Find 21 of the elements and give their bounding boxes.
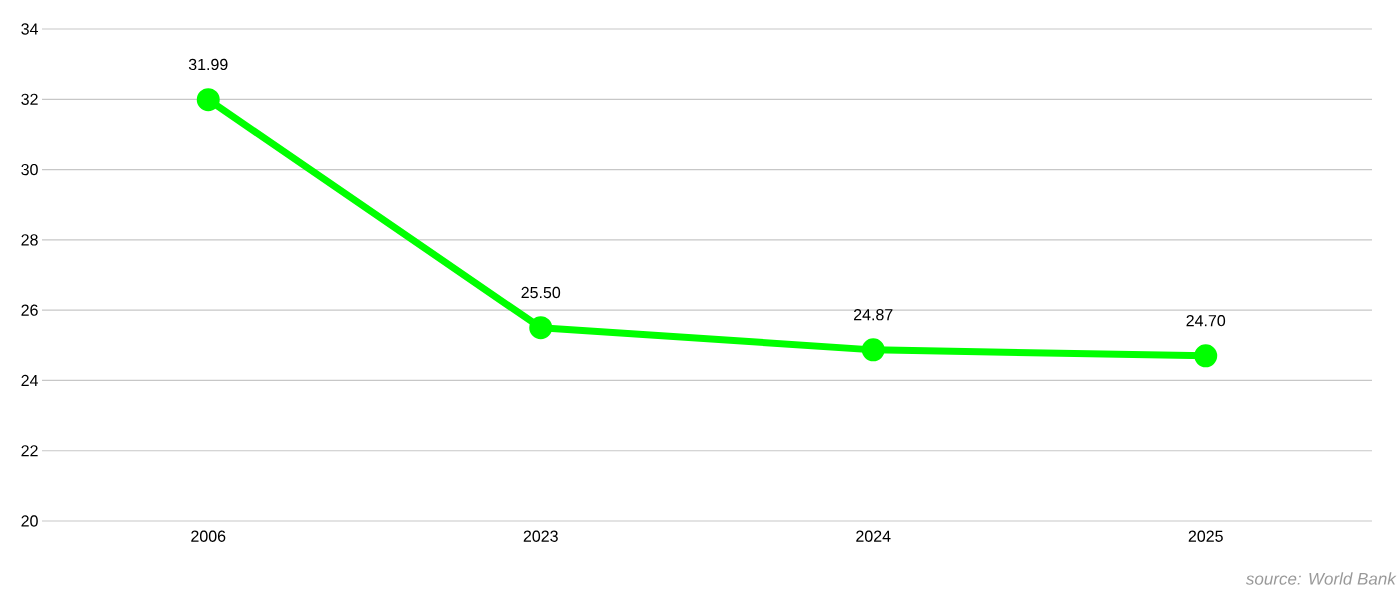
- y-tick-label: 28: [21, 234, 38, 246]
- data-label: 24.87: [854, 309, 893, 321]
- point: [1194, 344, 1218, 368]
- y-tick-label: 24: [21, 374, 38, 387]
- point: [861, 338, 885, 362]
- x-tick-label: 2006: [191, 530, 226, 542]
- point: [196, 88, 220, 112]
- data-label: 31.99: [188, 58, 228, 71]
- point: [529, 316, 553, 340]
- y-tick-label: 32: [21, 93, 38, 105]
- x-tick-label: 2023: [523, 530, 558, 542]
- y-tick-label: 26: [21, 304, 38, 316]
- y-tick-label: 34: [21, 23, 38, 35]
- source-note: source: World Bank: [1245, 572, 1397, 585]
- data-label: 25.50: [521, 286, 561, 299]
- x-tick-label: 2025: [1188, 530, 1223, 542]
- y-tick-label: 20: [21, 515, 38, 527]
- y-tick-label: 22: [21, 445, 38, 457]
- x-tick-label: 2024: [856, 530, 891, 542]
- y-tick-label: 30: [21, 163, 38, 176]
- data-label: 24.70: [1186, 314, 1226, 327]
